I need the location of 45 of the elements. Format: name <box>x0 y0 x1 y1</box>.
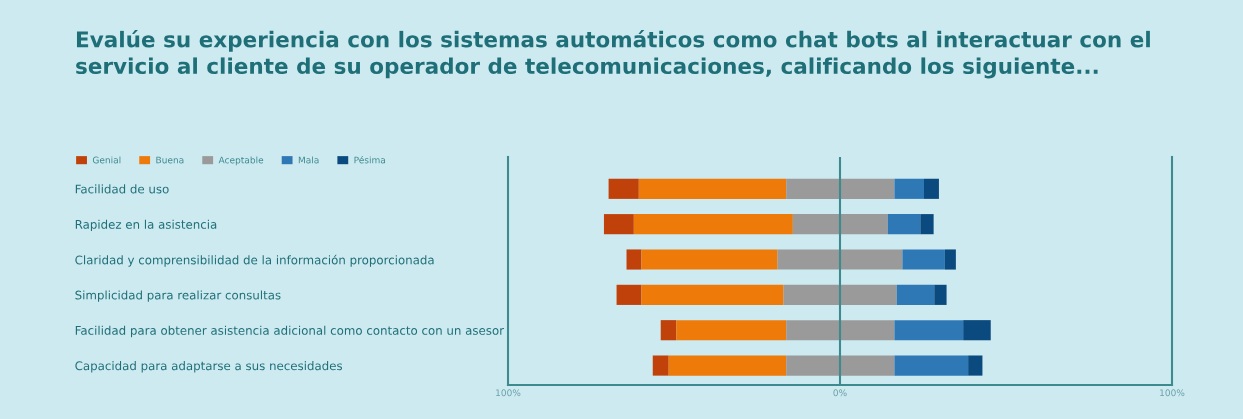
bar <box>894 355 969 376</box>
bar <box>902 249 945 270</box>
x-tick-label: 0% <box>833 389 847 397</box>
legend-label: Genial <box>92 156 121 164</box>
chart-title: Evalúe su experiencia con los sistemas automáticos como chat bots al interactuar con el servicio al cliente de su operador de telecomunicaciones, calificando los siguiente... <box>76 30 1150 79</box>
legend-label: Buena <box>156 156 184 164</box>
bar <box>786 355 895 376</box>
y-tick-label: Simplicidad para realizar consultas <box>75 290 281 302</box>
bar <box>616 284 642 305</box>
y-tick-label: Facilidad para obtener asistencia adicional como contacto con un asesor <box>75 325 505 338</box>
x-tick-label: 100% <box>496 389 521 397</box>
bar <box>887 214 921 235</box>
y-tick-label: Rapidez en la asistencia <box>75 219 217 232</box>
bar <box>626 249 642 270</box>
bar <box>783 284 897 305</box>
y-tick-label: Claridad y comprensibilidad de la información proporcionada <box>75 254 434 267</box>
bar <box>660 320 677 341</box>
bar <box>968 355 983 376</box>
legend-label: Mala <box>298 156 319 164</box>
bar <box>777 249 903 270</box>
bar <box>920 214 934 235</box>
bar <box>894 320 964 341</box>
bar <box>934 284 947 305</box>
bar <box>963 320 991 341</box>
bar <box>786 178 895 199</box>
bar <box>668 355 787 376</box>
bar <box>676 320 787 341</box>
bar <box>641 249 778 270</box>
legend-label: Aceptable <box>218 156 264 166</box>
bar <box>924 178 939 199</box>
y-tick-label: Facilidad de uso <box>75 184 169 194</box>
legend-label: Pésima <box>354 156 386 164</box>
bar <box>641 284 784 305</box>
bar <box>786 320 895 341</box>
bar <box>792 214 888 235</box>
y-tick-label: Capacidad para adaptarse a sus necesidades <box>75 361 343 373</box>
bar <box>633 214 793 235</box>
bar <box>608 178 639 199</box>
bar <box>603 214 634 235</box>
bar <box>944 249 956 270</box>
bar <box>638 178 787 199</box>
bar <box>894 178 924 199</box>
bar <box>652 355 669 376</box>
x-tick-label: 100% <box>1160 389 1185 397</box>
bar <box>896 284 935 305</box>
